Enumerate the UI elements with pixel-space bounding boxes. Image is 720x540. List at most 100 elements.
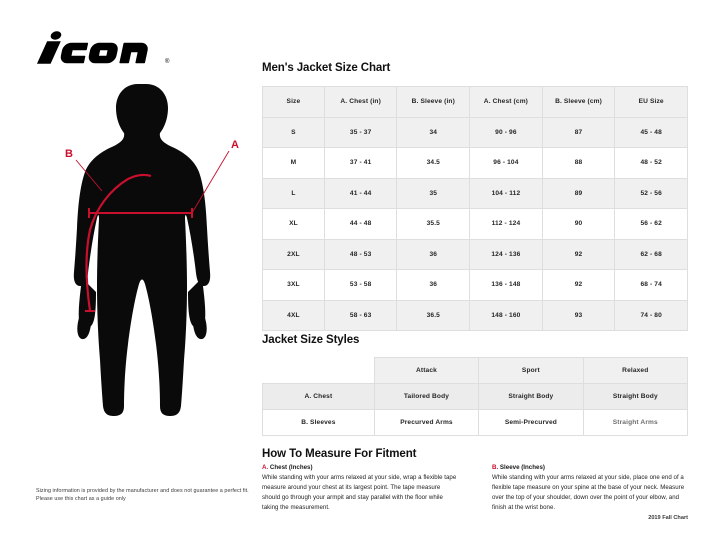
content-column: Men's Jacket Size Chart Size A. Chest (i… bbox=[262, 0, 689, 540]
cell: 35 - 37 bbox=[323, 116, 398, 148]
measure-sleeve-heading-text: Sleeve (Inches) bbox=[498, 464, 545, 471]
cell: L bbox=[262, 177, 325, 209]
leader-line-b bbox=[75, 159, 103, 192]
cell: XL bbox=[262, 208, 325, 240]
icon-wordmark-logo: ® bbox=[36, 31, 170, 65]
style-col-header: Sport bbox=[478, 357, 584, 384]
col-header: EU Size bbox=[614, 86, 688, 118]
table-row: B. Sleeves Precurved Arms Semi-Precurved… bbox=[262, 409, 689, 436]
cell: Straight Arms bbox=[582, 409, 689, 436]
cell: 36 bbox=[396, 269, 471, 301]
col-header: B. Sleeve (cm) bbox=[541, 86, 616, 118]
measure-letter-a: A. bbox=[262, 464, 269, 471]
cell: Straight Body bbox=[582, 383, 689, 410]
cell: 93 bbox=[541, 299, 616, 331]
disclaimer-text: Sizing information is provided by the ma… bbox=[36, 488, 249, 503]
table-row: M 37 - 41 34.5 96 - 104 88 48 - 52 bbox=[262, 147, 688, 179]
row-label: A. Chest bbox=[262, 383, 375, 410]
cell: 2XL bbox=[262, 238, 325, 270]
cell: 87 bbox=[541, 116, 616, 148]
page-title-jacket-styles: Jacket Size Styles bbox=[262, 334, 360, 346]
page-title-size-chart: Men's Jacket Size Chart bbox=[262, 62, 391, 74]
cell: 44 - 48 bbox=[323, 208, 398, 240]
table-row: L 41 - 44 35 104 - 112 89 52 - 56 bbox=[262, 177, 688, 209]
figure-label-a: A bbox=[231, 139, 239, 151]
sleeve-measure-line bbox=[85, 178, 129, 312]
cell: Precurved Arms bbox=[373, 409, 480, 436]
styles-header-row: Attack Sport Relaxed bbox=[262, 357, 689, 384]
table-header-row: Size A. Chest (in) B. Sleeve (in) A. Che… bbox=[262, 86, 688, 118]
measure-chest-block: A. Chest (Inches) While standing with yo… bbox=[262, 464, 458, 513]
cell: 34 bbox=[396, 116, 471, 148]
page-title-how-to-measure: How To Measure For Fitment bbox=[262, 448, 417, 460]
style-col-header: Relaxed bbox=[582, 357, 689, 384]
cell: Semi-Precurved bbox=[478, 409, 584, 436]
jacket-size-styles-table: Attack Sport Relaxed A. Chest Tailored B… bbox=[262, 357, 689, 436]
cell: 35 bbox=[396, 177, 471, 209]
measure-sleeve-block: B. Sleeve (Inches) While standing with y… bbox=[492, 464, 688, 513]
cell: 92 bbox=[541, 269, 616, 301]
cell: 36 bbox=[396, 238, 471, 270]
measure-letter-b: B. bbox=[492, 464, 499, 471]
col-header: A. Chest (in) bbox=[323, 86, 398, 118]
cell: 62 - 68 bbox=[614, 238, 688, 270]
cell: 58 - 63 bbox=[323, 299, 398, 331]
cell: 124 - 136 bbox=[469, 238, 543, 270]
table-row: S 35 - 37 34 90 - 96 87 45 - 48 bbox=[262, 116, 688, 148]
chart-version-label: 2019 Fall Chart bbox=[648, 515, 688, 521]
cell: 148 - 160 bbox=[469, 299, 543, 331]
cell: 53 - 58 bbox=[323, 269, 398, 301]
table-row: XL 44 - 48 35.5 112 - 124 90 56 - 62 bbox=[262, 208, 688, 240]
registered-trademark-icon: ® bbox=[165, 58, 170, 65]
cell: 37 - 41 bbox=[323, 147, 398, 179]
male-torso-silhouette-icon: A B bbox=[65, 84, 239, 416]
cell: 52 - 56 bbox=[614, 177, 688, 209]
cell: 90 bbox=[541, 208, 616, 240]
cell: 48 - 53 bbox=[323, 238, 398, 270]
cell: 74 - 80 bbox=[614, 299, 688, 331]
table-row: A. Chest Tailored Body Straight Body Str… bbox=[262, 383, 689, 410]
cell: 34.5 bbox=[396, 147, 471, 179]
measurement-figure: A B bbox=[52, 78, 252, 428]
table-row: 3XL 53 - 58 36 136 - 148 92 68 - 74 bbox=[262, 269, 688, 301]
size-chart-table: Size A. Chest (in) B. Sleeve (in) A. Che… bbox=[262, 86, 688, 331]
col-header: A. Chest (cm) bbox=[469, 86, 543, 118]
cell: 3XL bbox=[262, 269, 325, 301]
table-row: 2XL 48 - 53 36 124 - 136 92 62 - 68 bbox=[262, 238, 688, 270]
cell: 96 - 104 bbox=[469, 147, 543, 179]
col-header: Size bbox=[262, 86, 325, 118]
cell: S bbox=[262, 116, 325, 148]
cell: 68 - 74 bbox=[614, 269, 688, 301]
cell: 92 bbox=[541, 238, 616, 270]
cell: 88 bbox=[541, 147, 616, 179]
cell: 136 - 148 bbox=[469, 269, 543, 301]
row-label: B. Sleeves bbox=[262, 409, 375, 436]
cell: 89 bbox=[541, 177, 616, 209]
cell: 36.5 bbox=[396, 299, 471, 331]
leader-line-a bbox=[191, 150, 230, 214]
style-col-header: Attack bbox=[373, 357, 480, 384]
cell: 48 - 52 bbox=[614, 147, 688, 179]
cell: 45 - 48 bbox=[614, 116, 688, 148]
measure-instructions: A. Chest (Inches) While standing with yo… bbox=[262, 464, 688, 513]
empty-corner-cell bbox=[262, 357, 375, 384]
cell: 90 - 96 bbox=[469, 116, 543, 148]
measure-sleeve-body: While standing with your arms relaxed at… bbox=[492, 473, 685, 512]
measure-chest-heading-text: Chest (Inches) bbox=[268, 464, 313, 471]
cell: 112 - 124 bbox=[469, 208, 543, 240]
cell: Straight Body bbox=[478, 383, 584, 410]
cell: 56 - 62 bbox=[614, 208, 688, 240]
col-header: B. Sleeve (in) bbox=[396, 86, 471, 118]
cell: Tailored Body bbox=[373, 383, 480, 410]
cell: 35.5 bbox=[396, 208, 471, 240]
icon-brand-logo: ® bbox=[34, 26, 174, 68]
measure-chest-heading: A. Chest (Inches) bbox=[262, 464, 458, 471]
measure-chest-body: While standing with your arms relaxed at… bbox=[262, 473, 457, 512]
measure-sleeve-heading: B. Sleeve (Inches) bbox=[492, 464, 688, 471]
cell: 41 - 44 bbox=[323, 177, 398, 209]
figure-label-b: B bbox=[65, 148, 73, 160]
cell: 104 - 112 bbox=[469, 177, 543, 209]
table-row: 4XL 58 - 63 36.5 148 - 160 93 74 - 80 bbox=[262, 299, 688, 331]
cell: M bbox=[262, 147, 325, 179]
